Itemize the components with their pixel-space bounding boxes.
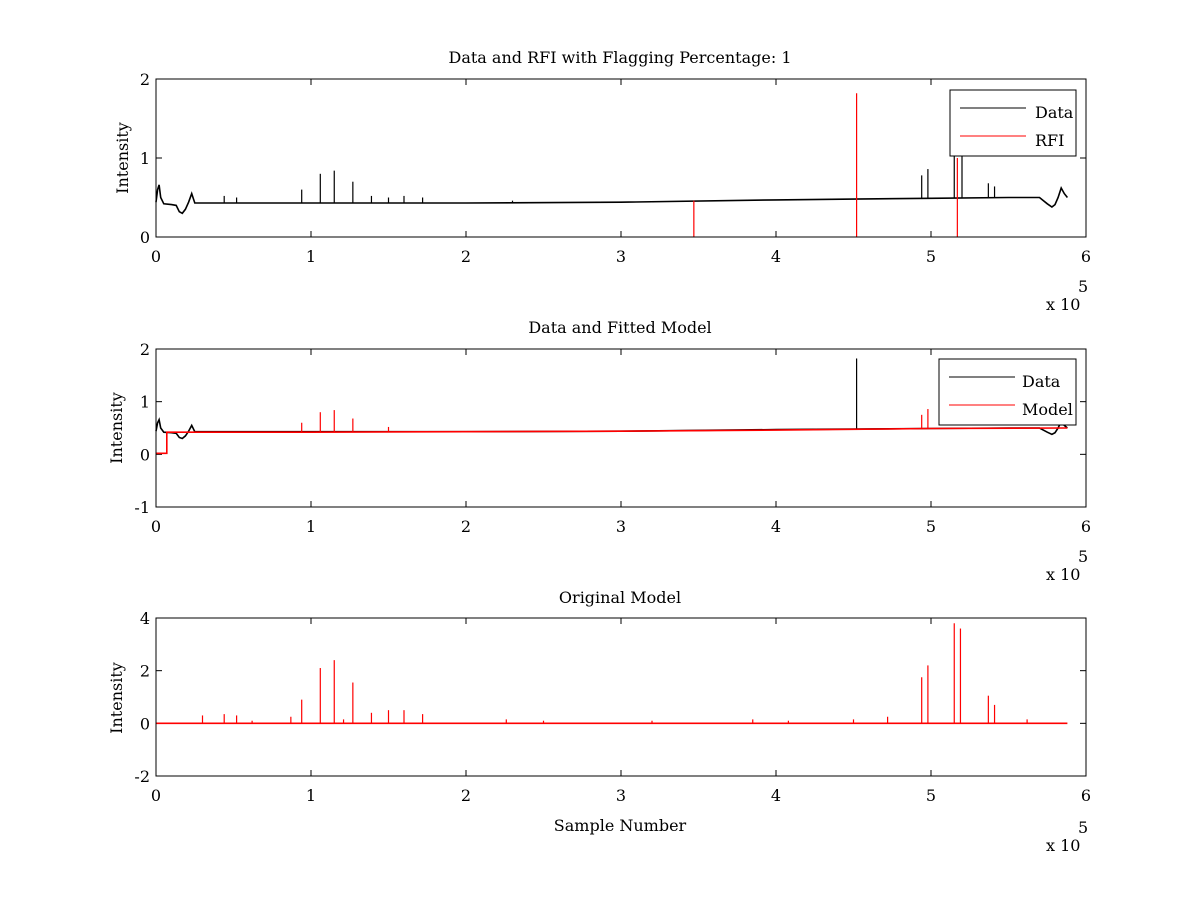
subplot-1-title: Data and RFI with Flagging Percentage: 1	[448, 48, 791, 67]
y-tick-label: 0	[140, 714, 150, 733]
series-model-line	[156, 427, 1068, 455]
subplot-3-xlabel: Sample Number	[554, 816, 687, 835]
y-tick-label: -1	[134, 498, 150, 517]
x-tick-label: 6	[1081, 517, 1091, 536]
x-tick-label: 3	[616, 786, 626, 805]
x-tick-label: 4	[771, 786, 781, 805]
y-tick-label: 2	[140, 662, 150, 681]
y-tick-label: 1	[140, 149, 150, 168]
x-tick-label: 6	[1081, 247, 1091, 266]
y-tick-label: -2	[134, 767, 150, 786]
subplot-3-axes-box	[155, 617, 1087, 777]
subplot-1-legend-label-rfi: RFI	[1035, 131, 1064, 150]
subplot-1-ylabel: Intensity	[113, 122, 132, 194]
x-tick-label: 0	[151, 517, 161, 536]
subplot-3-x-multiplier: x 10	[1046, 836, 1080, 855]
subplot-2-x-multiplier: x 10	[1046, 565, 1080, 584]
x-tick-label: 1	[306, 786, 316, 805]
subplot-3-title: Original Model	[559, 588, 681, 607]
x-tick-label: 4	[771, 247, 781, 266]
x-tick-label: 5	[926, 247, 936, 266]
x-tick-label: 2	[461, 247, 471, 266]
x-tick-label: 2	[461, 517, 471, 536]
subplot-2-x-multiplier-exponent: 5	[1078, 547, 1088, 566]
subplot-1-legend-box	[949, 89, 1077, 157]
y-tick-label: 1	[140, 393, 150, 412]
subplot-2-legend: Data Model	[938, 358, 1077, 426]
subplot-2-legend-label-model: Model	[1022, 400, 1073, 419]
subplot-3-x-multiplier-exponent: 5	[1078, 818, 1088, 837]
subplot-1-plot-area	[155, 93, 1069, 237]
subplot-1-x-multiplier: x 10	[1046, 295, 1080, 314]
x-tick-label: 5	[926, 517, 936, 536]
x-tick-label: 0	[151, 247, 161, 266]
subplot-1-legend: Data RFI	[949, 89, 1077, 157]
subplot-1-axes-box	[155, 78, 1087, 238]
x-tick-label: 6	[1081, 786, 1091, 805]
subplot-1: Data and RFI with Flagging Percentage: 1…	[113, 48, 1091, 314]
subplot-2-ylabel: Intensity	[107, 392, 126, 464]
y-tick-label: 2	[140, 340, 150, 359]
x-tick-label: 1	[306, 247, 316, 266]
x-tick-label: 2	[461, 786, 471, 805]
subplot-1-x-multiplier-exponent: 5	[1078, 277, 1088, 296]
y-tick-label: 0	[140, 445, 150, 464]
subplot-2-legend-label-data: Data	[1022, 372, 1061, 391]
x-tick-label: 3	[616, 247, 626, 266]
y-tick-label: 2	[140, 70, 150, 89]
subplot-1-legend-label-data: Data	[1035, 103, 1074, 122]
subplot-3-ylabel: Intensity	[107, 662, 126, 734]
subplot-2-title: Data and Fitted Model	[528, 318, 711, 337]
subplot-3-plot-area	[156, 623, 1068, 725]
y-tick-label: 0	[140, 228, 150, 247]
x-tick-label: 3	[616, 517, 626, 536]
y-tick-label: 4	[140, 609, 150, 628]
subplot-2-legend-box	[938, 358, 1077, 426]
x-tick-label: 1	[306, 517, 316, 536]
x-tick-label: 0	[151, 786, 161, 805]
x-tick-label: 4	[771, 517, 781, 536]
subplot-2-plot-area	[155, 358, 1068, 455]
subplot-2-axes-box	[155, 348, 1087, 508]
x-tick-label: 5	[926, 786, 936, 805]
